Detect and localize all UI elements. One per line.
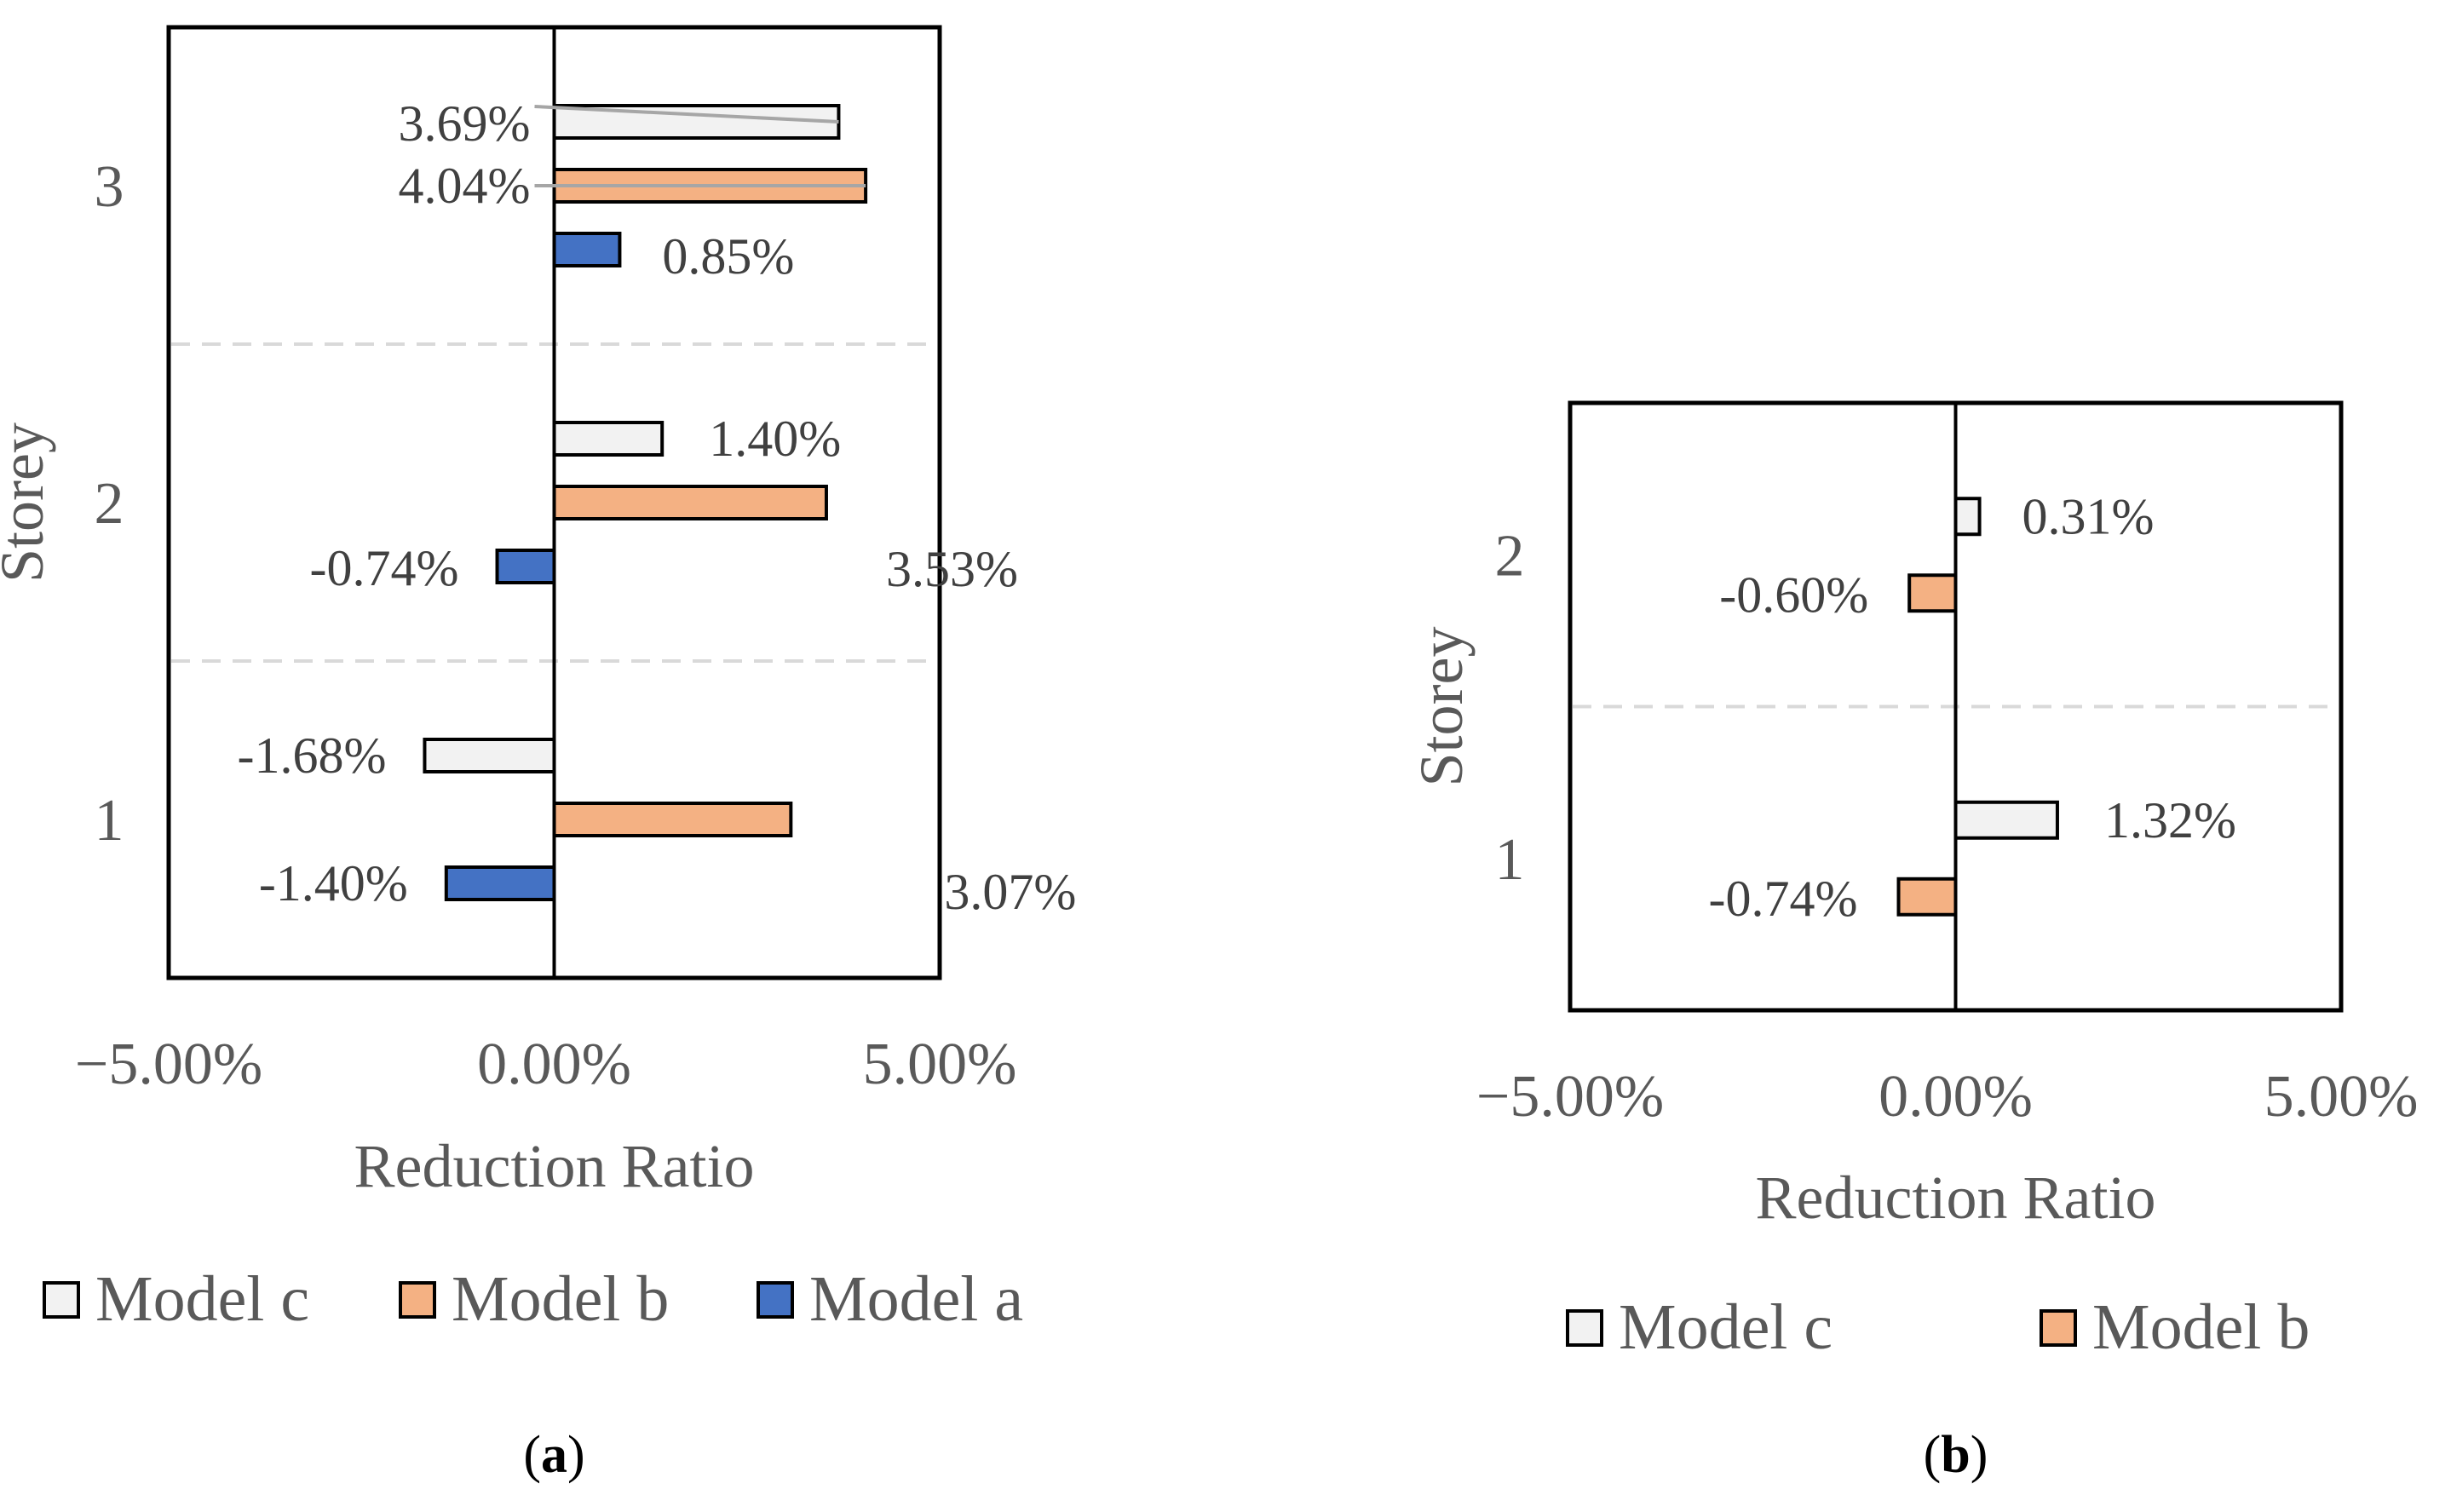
bar-model-c-storey-2	[552, 421, 665, 457]
bar-model-b-storey-2	[1907, 573, 1958, 613]
data-label: -0.74%	[1709, 871, 1858, 927]
legend-swatch	[2040, 1309, 2077, 1347]
x-tick-label: −5.00%	[1476, 1064, 1664, 1130]
y-axis-title: Storey	[1407, 627, 1476, 787]
bar-model-c-storey-1	[423, 738, 556, 773]
data-label: -1.68%	[237, 727, 386, 784]
legend-label: Model b	[452, 1263, 669, 1335]
data-label: 1.40%	[709, 411, 841, 467]
x-tick-label: 5.00%	[863, 1032, 1017, 1097]
legend: Model c Model b Model a	[43, 1263, 1023, 1335]
category-tick-label: 3	[95, 154, 124, 220]
legend-label: Model c	[95, 1263, 309, 1335]
legend-swatch	[1566, 1309, 1603, 1347]
x-axis-title: Reduction Ratio	[1756, 1164, 2156, 1232]
legend-swatch	[757, 1281, 794, 1319]
data-label-leader-line	[534, 105, 839, 124]
bar-model-b-storey-2	[552, 485, 828, 520]
x-tick-label: −5.00%	[75, 1032, 262, 1097]
data-label: 4.04%	[399, 158, 531, 214]
data-label: 1.32%	[2104, 792, 2236, 848]
data-label: 3.53%	[886, 541, 1018, 597]
bar-model-a-storey-1	[444, 865, 556, 901]
data-label: 0.31%	[2022, 488, 2155, 544]
legend-swatch	[399, 1281, 436, 1319]
data-label: 3.07%	[944, 864, 1076, 920]
bar-model-b-storey-1	[552, 802, 793, 837]
x-tick-label: 0.00%	[1879, 1064, 2033, 1130]
x-tick-label: 5.00%	[2264, 1064, 2419, 1130]
data-label: -0.74%	[310, 540, 459, 596]
bar-model-a-storey-3	[552, 232, 622, 267]
x-tick-label: 0.00%	[477, 1032, 631, 1097]
panel-label: (a)	[523, 1426, 584, 1484]
category-tick-label: 2	[1495, 523, 1525, 589]
legend-swatch	[43, 1281, 80, 1319]
bar-model-a-storey-2	[495, 549, 556, 584]
legend-label: Model b	[2092, 1291, 2310, 1363]
legend: Model c Model b	[1566, 1291, 2310, 1363]
data-label: 0.85%	[662, 228, 794, 285]
legend-label: Model c	[1619, 1291, 1832, 1363]
y-axis-title: Storey	[0, 423, 56, 583]
chart-a: -1.68% 1.40% 3.69% 3.07% 3.53% 4.04% -1.40% -0.…	[0, 25, 1076, 1484]
bar-model-c-storey-1	[1953, 800, 2059, 840]
category-tick-label: 2	[95, 471, 124, 537]
data-label: -0.60%	[1719, 566, 1868, 623]
legend-label: Model a	[809, 1263, 1023, 1335]
category-tick-label: 1	[95, 788, 124, 854]
bar-model-c-storey-2	[1953, 497, 1982, 537]
x-axis-title: Reduction Ratio	[354, 1132, 755, 1200]
data-label: -1.40%	[259, 855, 408, 911]
chart-b: 1.32% 0.31% -0.74% -0.60% 1 2 −5.00% 0.00% 5.00%…	[1407, 400, 2419, 1484]
data-label: 3.69%	[399, 95, 531, 152]
bar-model-b-storey-1	[1896, 877, 1958, 917]
category-tick-label: 1	[1495, 827, 1525, 893]
panel-label: (b)	[1924, 1426, 1988, 1484]
